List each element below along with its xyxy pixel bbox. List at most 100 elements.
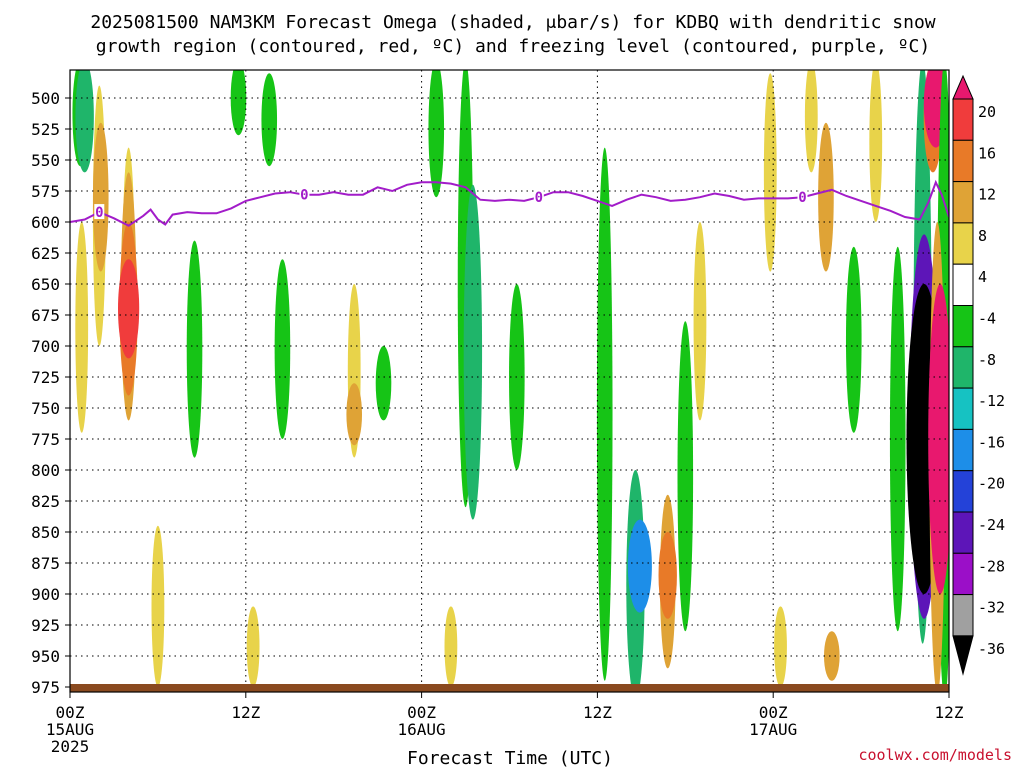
omega-region-41: [151, 525, 165, 688]
y-tick-label: 500: [31, 89, 60, 108]
x-tick-label: 12Z: [583, 703, 612, 722]
colorbar-label: -8: [978, 351, 996, 369]
omega-region-18: [463, 184, 483, 520]
colorbar-segment: [952, 552, 974, 596]
plot-frame: [69, 69, 950, 693]
omega-region-16: [428, 70, 445, 198]
freezing-label-bg: [533, 189, 544, 205]
omega-region-44: [774, 606, 787, 687]
omega-region-20: [596, 147, 613, 681]
colorbar-segment: [952, 387, 974, 430]
omega-region-4: [92, 122, 109, 272]
omega-region-30: [845, 246, 862, 433]
colorbar-label: 16: [978, 144, 996, 162]
x-tick-label: 17AUG: [749, 720, 797, 739]
x-tick-label: 2025: [51, 737, 90, 756]
freezing-level-line: [70, 179, 949, 227]
colorbar-label: -32: [978, 599, 1005, 617]
x-tick-label: 16AUG: [398, 720, 446, 739]
omega-region-40: [928, 284, 949, 594]
omega-region-15: [375, 346, 392, 421]
colorbar-label: 8: [978, 227, 987, 245]
colorbar-label: -12: [978, 392, 1005, 410]
chart-title-line-1: 2025081500 NAM3KM Forecast Omega (shaded…: [90, 12, 935, 33]
colorbar: 20 16 12 8 4 -4 -8 -12 -16 -20 -24 -28 -32 -36: [952, 74, 1005, 676]
freezing-level-label: 0: [798, 190, 806, 206]
colorbar-segment: [952, 346, 974, 389]
omega-region-26: [693, 222, 707, 421]
freezing-level-label: 0: [95, 205, 103, 221]
y-tick-label: 850: [31, 523, 60, 542]
credit-text: coolwx.com/models: [858, 746, 1012, 764]
chart-title-line-2: growth region (contoured, red, ºC) and f…: [96, 36, 930, 57]
y-tick-label: 700: [31, 337, 60, 356]
colorbar-segment: [952, 305, 974, 348]
omega-region-27: [763, 73, 777, 272]
colorbar-segment: [952, 139, 974, 183]
omega-region-43: [444, 606, 458, 687]
x-tick-label: 00Z: [759, 703, 788, 722]
omega-region-31: [869, 70, 883, 222]
x-tick-label: 12Z: [935, 703, 964, 722]
omega-region-29: [818, 122, 834, 272]
colorbar-top-tip: [952, 74, 974, 100]
colorbar-segment: [952, 428, 974, 472]
freezing-label-bg: [797, 189, 808, 205]
omega-region-22: [627, 519, 652, 613]
y-tick-label: 675: [31, 306, 60, 325]
omega-shading: [72, 70, 949, 692]
colorbar-label: -36: [978, 640, 1005, 658]
x-axis-label: Forecast Time (UTC): [407, 748, 613, 768]
omega-region-8: [118, 259, 140, 359]
y-tick-label: 925: [31, 616, 60, 635]
y-tick-label: 875: [31, 554, 60, 573]
y-axis: 500 525 550 575 600 625 650 675 700 725 750 775 800 8…: [31, 89, 70, 697]
colorbar-label: -24: [978, 516, 1005, 534]
omega-region-14: [346, 383, 363, 446]
omega-region-25: [677, 321, 694, 632]
x-tick-label: 00Z: [56, 703, 85, 722]
omega-region-2: [75, 222, 89, 433]
y-tick-label: 525: [31, 120, 60, 139]
omega-region-9: [186, 240, 203, 458]
y-tick-label: 625: [31, 244, 60, 263]
x-tick-label: 15AUG: [46, 720, 94, 739]
y-tick-label: 550: [31, 151, 60, 170]
colorbar-label: 4: [978, 268, 987, 286]
freezing-level-label: 0: [300, 188, 308, 204]
omega-region-1: [75, 70, 94, 173]
omega-region-10: [230, 70, 247, 136]
omega-region-45: [824, 631, 840, 681]
colorbar-segment: [952, 263, 974, 307]
colorbar-label: -28: [978, 557, 1005, 575]
colorbar-segment: [952, 470, 974, 513]
omega-region-32: [889, 246, 906, 632]
plot-area: 0 0 0 0: [69, 69, 950, 693]
y-tick-label: 950: [31, 647, 60, 666]
y-tick-label: 800: [31, 461, 60, 480]
freezing-level-contour: 0 0 0 0: [70, 179, 949, 227]
y-tick-label: 600: [31, 213, 60, 232]
freezing-label-bg: [94, 204, 105, 220]
y-tick-label: 725: [31, 368, 60, 387]
omega-region-24: [658, 532, 677, 619]
y-tick-label: 775: [31, 430, 60, 449]
x-tick-label: 12Z: [231, 703, 260, 722]
freezing-label-bg: [299, 186, 310, 202]
colorbar-segment: [952, 222, 974, 265]
omega-region-11: [261, 73, 278, 167]
colorbar-bottom-tip: [952, 635, 974, 676]
y-tick-label: 575: [31, 182, 60, 201]
colorbar-label: 20: [978, 103, 996, 121]
y-tick-label: 650: [31, 275, 60, 294]
y-tick-label: 750: [31, 399, 60, 418]
ground-surface: [70, 684, 949, 692]
x-tick-label: 00Z: [407, 703, 436, 722]
colorbar-label: -4: [978, 310, 996, 328]
freezing-level-label: 0: [535, 190, 543, 206]
y-tick-label: 825: [31, 492, 60, 511]
omega-region-12: [274, 259, 291, 439]
colorbar-label: -16: [978, 433, 1005, 451]
